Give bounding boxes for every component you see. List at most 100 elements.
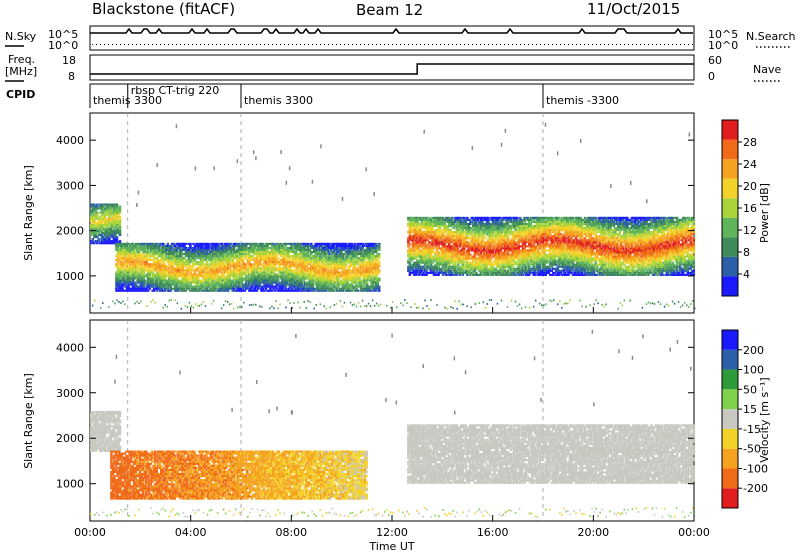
echo-cell [226, 253, 230, 256]
echo-cell [108, 219, 111, 222]
echo-cell [140, 265, 144, 268]
echo-cell [238, 273, 242, 276]
echo-cell [273, 275, 277, 278]
echo-cell [284, 289, 287, 292]
echo-cell [331, 289, 334, 292]
echo-cell [350, 283, 354, 286]
echo-cell [341, 273, 345, 276]
echo-cell [326, 246, 330, 249]
echo-cell [199, 263, 203, 266]
echo-cell [291, 251, 295, 254]
echo-cell [121, 287, 124, 290]
echo-cell [293, 255, 296, 258]
echo-cell [332, 269, 336, 272]
echo-cell [344, 265, 348, 268]
echo-cell [312, 289, 316, 292]
echo-cell [114, 236, 117, 239]
echo-cell [362, 271, 366, 274]
echo-cell [293, 275, 296, 278]
echo-cell [231, 261, 235, 264]
echo-cell [338, 248, 342, 252]
echo-cell [196, 273, 200, 276]
echo-cell [413, 231, 416, 234]
echo-cell [452, 257, 455, 260]
echo-cell [326, 244, 330, 247]
echo-cell [429, 233, 433, 236]
echo-cell [169, 257, 173, 260]
echo-cell [315, 257, 319, 260]
echo-cell [160, 279, 164, 282]
echo-cell [161, 285, 165, 288]
echo-cell [255, 257, 259, 260]
echo-cell [219, 251, 222, 254]
echo-cell [242, 283, 245, 286]
nsearch-dot [96, 44, 97, 45]
echo-cell [234, 275, 238, 278]
echo-cell [374, 267, 378, 270]
echo-cell [261, 281, 265, 284]
echo-cell [296, 267, 299, 270]
echo-cell [329, 289, 333, 292]
echo-cell [326, 271, 330, 274]
echo-cell [201, 285, 204, 288]
echo-cell [315, 289, 319, 292]
echo-cell [373, 242, 376, 245]
echo-cell [350, 281, 354, 284]
echo-cell [314, 242, 318, 245]
echo-cell [325, 289, 328, 292]
echo-cell [196, 248, 200, 252]
echo-cell [438, 253, 442, 256]
echo-cell [306, 271, 310, 274]
echo-cell [91, 215, 95, 218]
echo-cell [166, 253, 170, 256]
echo-cell [291, 263, 295, 266]
echo-cell [121, 244, 124, 247]
echo-cell [361, 271, 364, 274]
echo-cell [408, 233, 412, 236]
echo-cell [303, 246, 307, 249]
echo-cell [444, 251, 448, 254]
echo-cell [160, 273, 164, 276]
echo-cell [414, 218, 418, 221]
echo-cell [299, 255, 302, 258]
echo-cell [254, 285, 257, 288]
echo-cell [213, 263, 216, 266]
echo-cell [118, 281, 121, 284]
echo-cell [411, 241, 415, 244]
echo-cell [299, 279, 302, 282]
echo-cell [175, 273, 179, 276]
echo-cell [263, 251, 266, 254]
echo-cell [169, 271, 173, 274]
echo-cell [214, 285, 218, 288]
echo-cell [116, 257, 120, 260]
echo-cell [337, 261, 340, 264]
echo-cell [223, 242, 227, 245]
echo-cell [413, 273, 416, 276]
echo-cell [302, 259, 306, 262]
echo-cell [149, 242, 153, 245]
echo-cell [202, 253, 206, 256]
echo-cell [374, 246, 378, 249]
echo-cell [407, 224, 410, 228]
echo-cell [278, 271, 281, 274]
nsearch-dot [192, 44, 193, 45]
echo-cell [174, 285, 177, 288]
echo-cell [234, 273, 238, 276]
echo-cell [151, 267, 155, 270]
echo-cell [447, 263, 451, 266]
nsearch-dot [236, 44, 237, 45]
echo-cell [414, 261, 418, 264]
echo-cell [226, 265, 230, 268]
echo-cell [305, 251, 309, 254]
echo-cell [149, 246, 153, 249]
echo-cell [226, 246, 230, 249]
nsearch-dot [580, 44, 581, 45]
echo-cell [131, 257, 135, 260]
echo-cell [184, 253, 188, 256]
echo-cell [193, 285, 197, 288]
echo-cell [111, 209, 114, 212]
echo-cell [97, 234, 101, 237]
echo-cell [365, 248, 369, 252]
echo-cell [168, 244, 171, 247]
echo-cell [143, 242, 147, 245]
